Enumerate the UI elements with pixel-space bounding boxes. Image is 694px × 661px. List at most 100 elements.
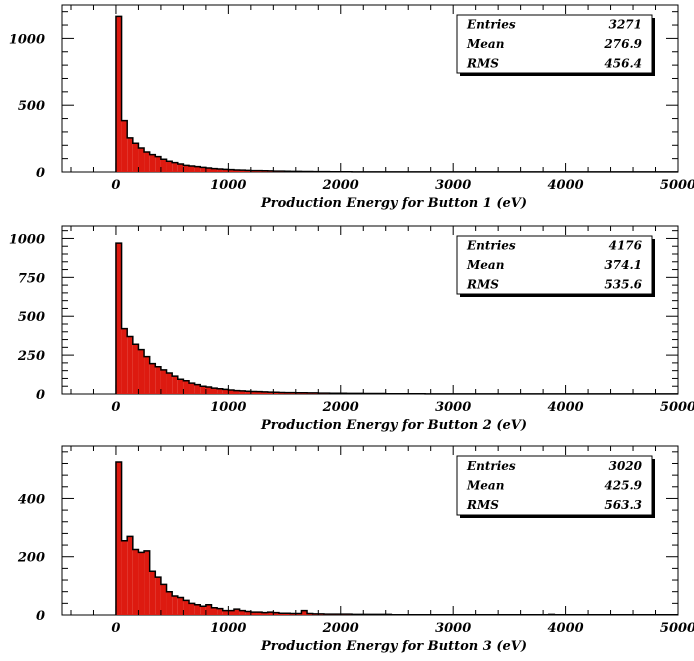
x-tick-label: 2000 bbox=[322, 621, 359, 636]
histogram-bar bbox=[245, 391, 251, 394]
histogram-bar bbox=[239, 390, 246, 394]
histogram-bar bbox=[149, 363, 156, 394]
stats-box-frame bbox=[456, 455, 653, 516]
histogram-bar bbox=[132, 143, 139, 172]
histogram-bar bbox=[194, 384, 201, 394]
histogram-bar bbox=[256, 391, 263, 394]
histogram-bar bbox=[149, 154, 156, 172]
x-tick-label: 0 bbox=[111, 400, 120, 415]
stats-value: 456.4 bbox=[604, 56, 642, 70]
histogram-bar bbox=[160, 159, 167, 172]
histogram-bar bbox=[200, 386, 206, 394]
histogram-bar bbox=[189, 383, 195, 394]
histogram-bar bbox=[200, 606, 206, 615]
x-tick-label: 4000 bbox=[547, 621, 583, 636]
histogram-bar bbox=[211, 388, 218, 394]
histogram-bar bbox=[138, 552, 145, 615]
histogram-bar bbox=[172, 376, 178, 394]
histogram-bar bbox=[155, 156, 161, 172]
y-tick-label: 750 bbox=[18, 271, 45, 286]
histogram-bar bbox=[250, 391, 257, 394]
stats-box-frame bbox=[456, 235, 653, 295]
histogram-bar bbox=[222, 389, 229, 394]
stats-box: Entries 4176 Mean 374.1 RMS 535.6 bbox=[456, 235, 655, 297]
histogram-panel-3: 0 1000 2000 3000 4000 5000 0 200 400 Production E… bbox=[17, 445, 694, 654]
histogram-bar bbox=[177, 163, 184, 172]
stats-box-frame bbox=[456, 14, 653, 74]
stats-label: Entries bbox=[466, 18, 516, 32]
histogram-bar bbox=[138, 147, 145, 172]
y-tick-label: 400 bbox=[18, 492, 45, 507]
y-tick-label: 1000 bbox=[9, 232, 45, 247]
x-tick-label: 5000 bbox=[660, 178, 694, 193]
y-tick-label: 0 bbox=[36, 609, 45, 624]
histogram-bar bbox=[121, 328, 128, 394]
histogram-bar bbox=[205, 167, 212, 172]
y-tick-label: 200 bbox=[17, 551, 45, 566]
x-tick-label: 1000 bbox=[210, 621, 246, 636]
histogram-bar bbox=[222, 169, 229, 172]
stats-value: 276.9 bbox=[603, 37, 642, 51]
x-tick-label: 5000 bbox=[660, 400, 694, 415]
histogram-bar bbox=[267, 392, 274, 394]
stats-box: Entries 3271 Mean 276.9 RMS 456.4 bbox=[456, 14, 655, 76]
x-tick-label: 2000 bbox=[322, 400, 359, 415]
y-tick-label: 1000 bbox=[9, 32, 45, 47]
x-axis-title: Production Energy for Button 3 (eV) bbox=[260, 639, 527, 654]
stats-label: Mean bbox=[466, 479, 504, 493]
histogram-bar bbox=[166, 161, 173, 172]
histogram-bar bbox=[144, 550, 150, 615]
histogram-bar bbox=[228, 169, 234, 172]
histogram-outline bbox=[115, 461, 678, 616]
stats-box: Entries 3020 Mean 425.9 RMS 563.3 bbox=[456, 455, 655, 518]
x-tick-label: 1000 bbox=[210, 178, 246, 193]
histogram-bar bbox=[228, 610, 234, 615]
histogram-bar bbox=[211, 168, 218, 172]
stats-label: RMS bbox=[466, 277, 499, 291]
histogram-bar bbox=[149, 571, 156, 615]
histogram-bar bbox=[262, 612, 268, 615]
stats-value: 425.9 bbox=[604, 479, 642, 493]
stats-value: 3020 bbox=[609, 459, 643, 473]
stats-label: Mean bbox=[466, 258, 504, 272]
stats-label: Entries bbox=[466, 459, 516, 473]
y-tick-label: 250 bbox=[17, 349, 45, 364]
histogram-bar bbox=[233, 169, 240, 172]
histogram-bar bbox=[183, 165, 190, 172]
histogram-bar bbox=[262, 391, 268, 394]
x-tick-label: 0 bbox=[111, 178, 120, 193]
histogram-bar bbox=[183, 380, 190, 394]
histogram-bar bbox=[278, 392, 285, 394]
x-tick-label: 3000 bbox=[435, 621, 471, 636]
histogram-bar bbox=[115, 243, 122, 394]
histogram-bar bbox=[138, 349, 145, 394]
histogram-bar bbox=[127, 137, 133, 172]
histogram-panel-2: 0 1000 2000 3000 4000 5000 0 250 500 750 1000 Produ… bbox=[9, 225, 694, 433]
y-tick-label: 0 bbox=[36, 388, 45, 403]
histogram-bar bbox=[256, 612, 263, 615]
histogram-bar bbox=[233, 390, 240, 394]
histogram-bar bbox=[278, 613, 285, 615]
x-tick-label: 3000 bbox=[435, 400, 471, 415]
histogram-bar bbox=[205, 387, 212, 394]
histogram-bar bbox=[166, 373, 173, 394]
histogram-bar bbox=[177, 379, 184, 394]
x-tick-label: 4000 bbox=[547, 400, 583, 415]
stats-label: RMS bbox=[466, 498, 499, 512]
stats-value: 563.3 bbox=[604, 498, 642, 512]
histogram-bar bbox=[115, 16, 122, 172]
x-tick-label: 1000 bbox=[210, 400, 246, 415]
stats-label: Entries bbox=[466, 239, 516, 253]
histogram-bar bbox=[160, 369, 167, 394]
x-tick-label: 2000 bbox=[322, 178, 359, 193]
histogram-bar bbox=[211, 607, 218, 615]
stats-value: 374.1 bbox=[604, 258, 642, 272]
histogram-bar bbox=[205, 604, 212, 615]
histogram-bar bbox=[233, 609, 240, 615]
stats-value: 535.6 bbox=[604, 277, 642, 291]
stats-label: Mean bbox=[466, 37, 504, 51]
histogram-bar bbox=[273, 392, 279, 394]
stats-label: RMS bbox=[466, 56, 499, 70]
y-tick-label: 500 bbox=[18, 310, 45, 325]
